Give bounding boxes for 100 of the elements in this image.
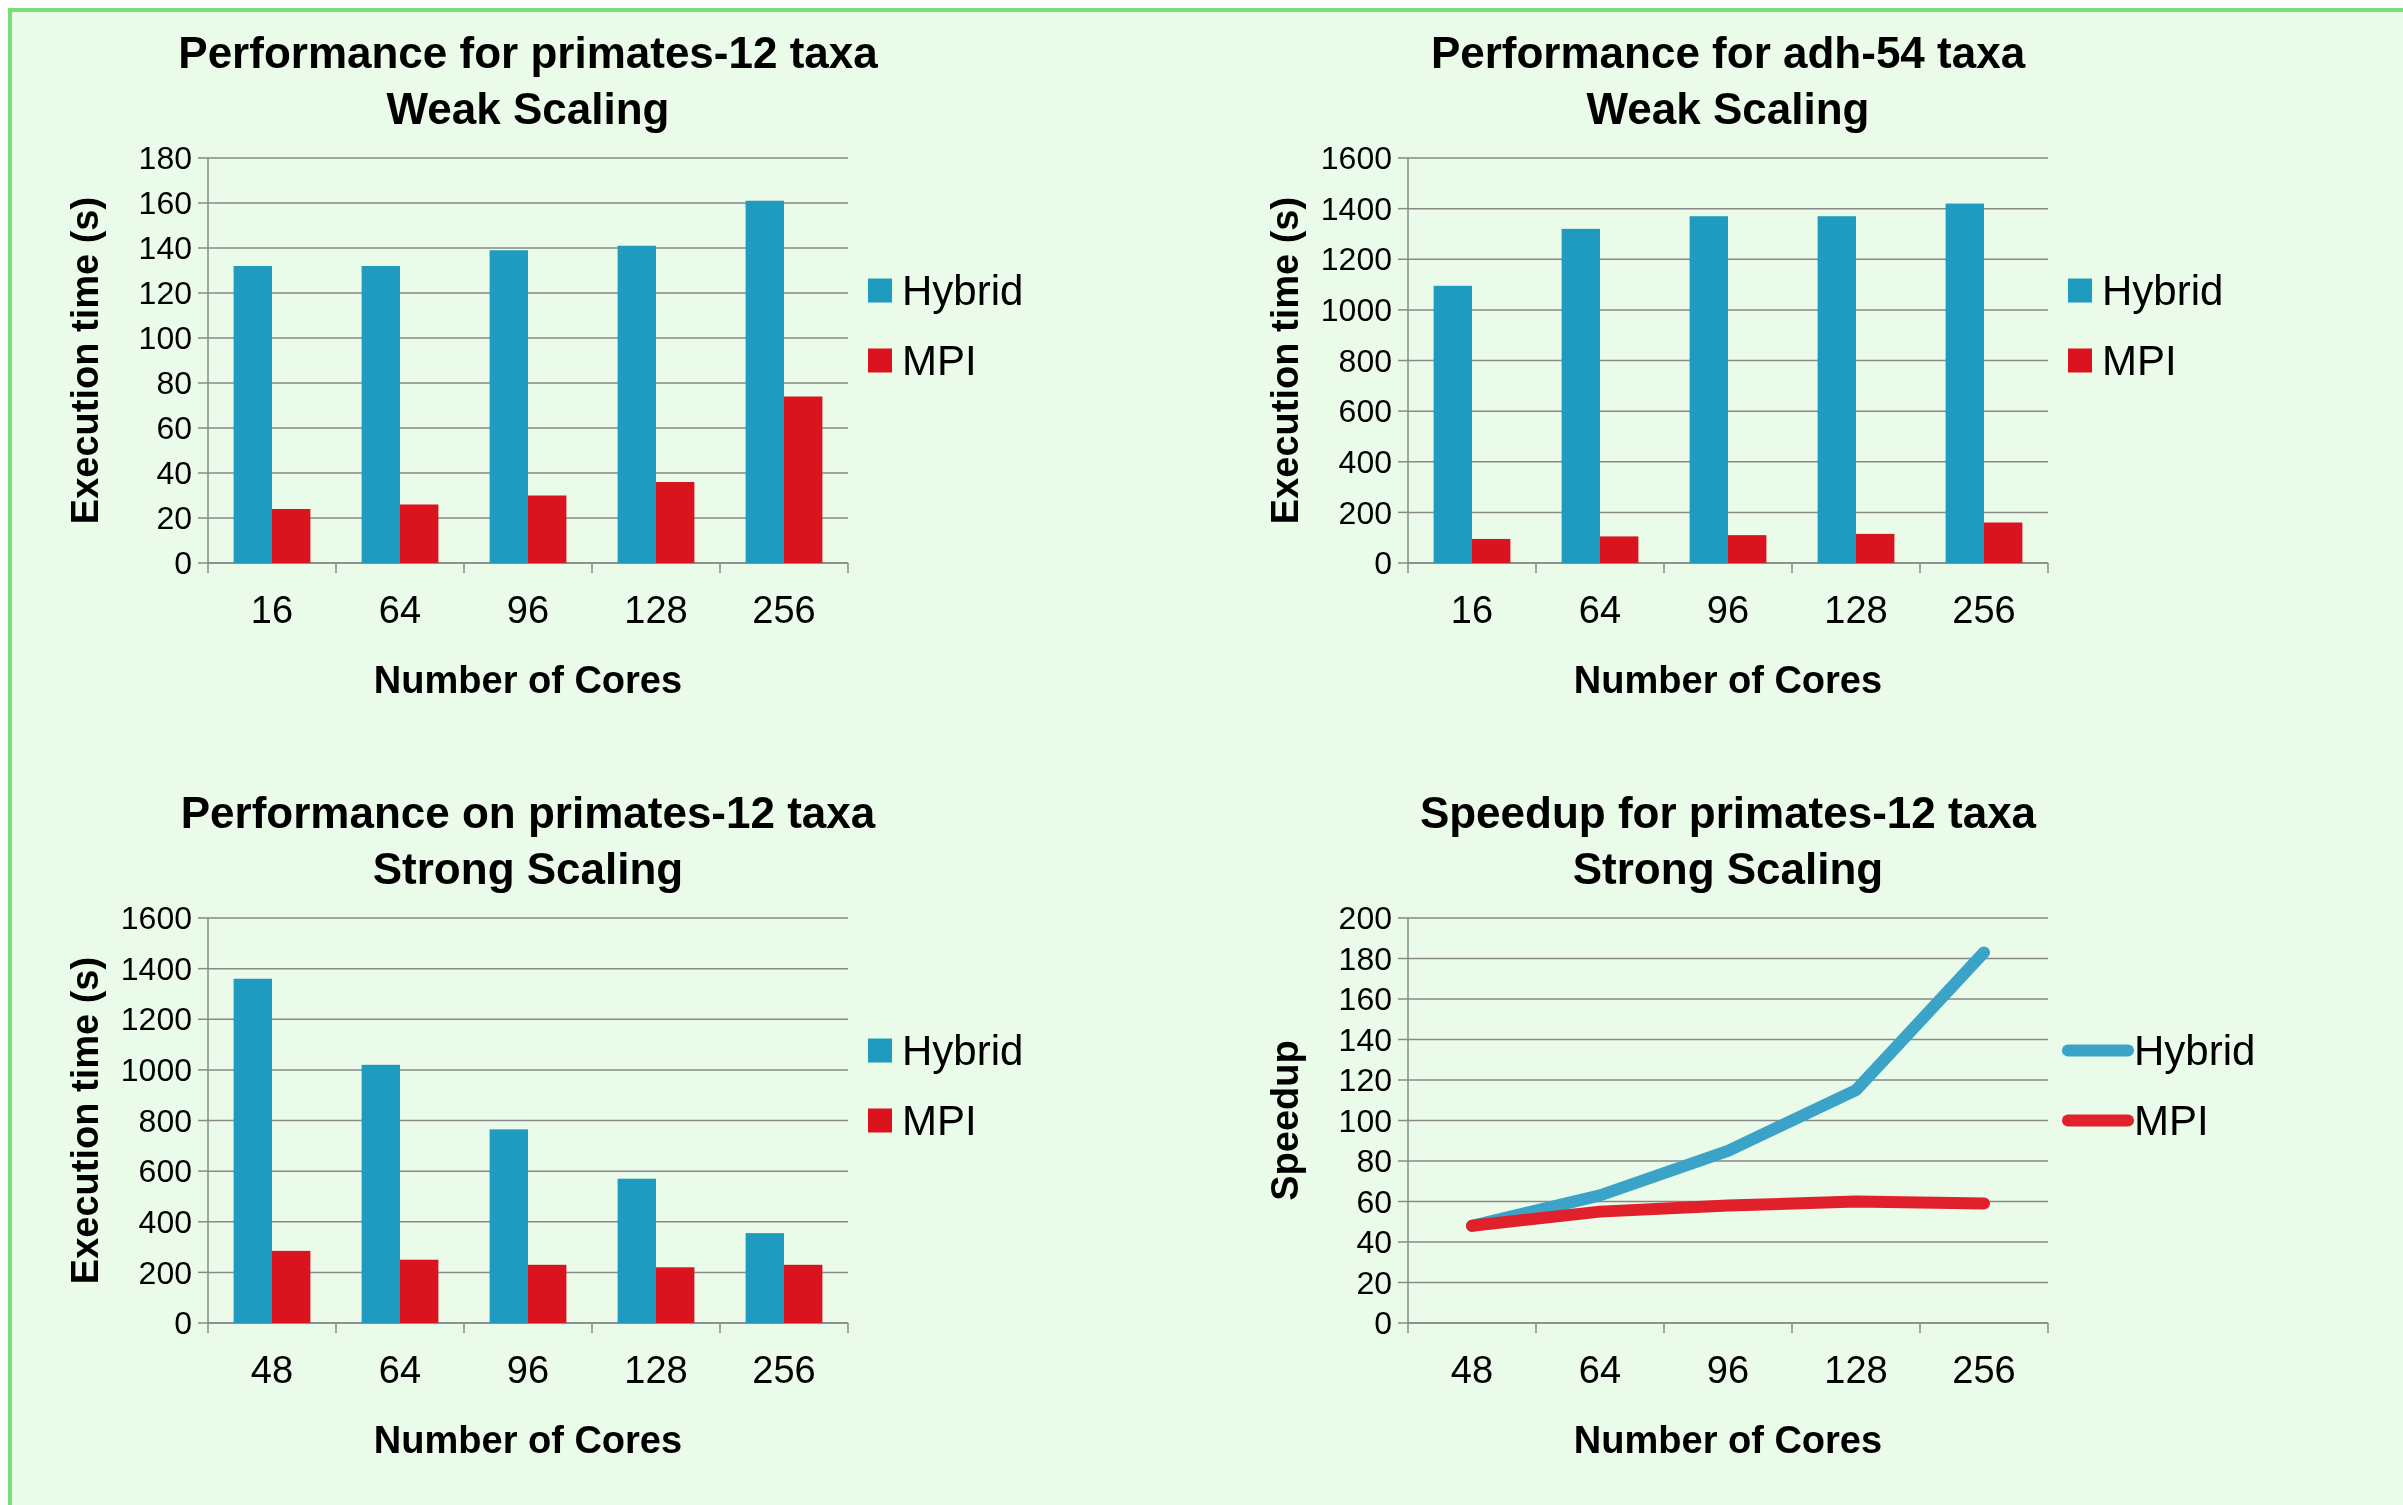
x-tick-label: 64 bbox=[378, 1349, 422, 1391]
x-axis-title: Number of Cores bbox=[373, 1419, 683, 1461]
x-tick-label: 16 bbox=[250, 589, 294, 631]
x-tick-label: 48 bbox=[1450, 1349, 1494, 1391]
bar bbox=[784, 1264, 823, 1323]
bar bbox=[233, 978, 272, 1323]
bar bbox=[528, 1264, 567, 1323]
y-tick-label: 160 bbox=[1338, 981, 1392, 1018]
y-tick-label: 120 bbox=[138, 275, 192, 312]
x-tick-label: 256 bbox=[1952, 1349, 2016, 1391]
bar bbox=[1945, 203, 1984, 563]
x-tick-label: 64 bbox=[1578, 589, 1622, 631]
y-tick-label: 0 bbox=[1374, 1305, 1392, 1342]
chart-title: Performance for adh-54 taxa Weak Scaling bbox=[1430, 28, 2026, 133]
y-tick-label: 120 bbox=[1338, 1062, 1392, 1099]
chart-title: Performance for primates-12 taxa Weak Scaling bbox=[178, 28, 879, 133]
y-tick-label: 1000 bbox=[120, 1052, 192, 1089]
bar bbox=[400, 1259, 439, 1323]
y-tick-label: 200 bbox=[1338, 900, 1392, 937]
y-axis-title: Execution time (s) bbox=[64, 196, 106, 525]
x-tick-label: 48 bbox=[250, 1349, 294, 1391]
bar bbox=[1856, 533, 1895, 563]
bar bbox=[528, 495, 567, 563]
y-tick-label: 180 bbox=[1338, 940, 1392, 977]
legend-label: MPI bbox=[2102, 337, 2177, 385]
y-tick-label: 140 bbox=[1338, 1021, 1392, 1058]
y-axis-title: Execution time (s) bbox=[1264, 196, 1306, 525]
bar bbox=[745, 1233, 784, 1323]
y-tick-label: 100 bbox=[1338, 1102, 1392, 1139]
x-tick-label: 256 bbox=[1952, 589, 2016, 631]
y-tick-label: 400 bbox=[1338, 443, 1392, 480]
y-tick-label: 60 bbox=[1356, 1183, 1392, 1220]
y-tick-label: 160 bbox=[138, 185, 192, 222]
x-tick-label: 256 bbox=[752, 1349, 816, 1391]
x-tick-label: 96 bbox=[506, 1349, 550, 1391]
y-tick-label: 200 bbox=[1338, 494, 1392, 531]
bar bbox=[617, 245, 656, 563]
x-tick-label: 96 bbox=[1706, 589, 1750, 631]
y-tick-label: 20 bbox=[1356, 1264, 1392, 1301]
y-tick-label: 600 bbox=[1338, 393, 1392, 430]
y-tick-label: 600 bbox=[138, 1153, 192, 1190]
bar bbox=[1689, 216, 1728, 563]
x-axis-title: Number of Cores bbox=[1573, 1419, 1883, 1461]
legend-label: Hybrid bbox=[2134, 1027, 2256, 1075]
chart-title: Speedup for primates-12 taxa Strong Scaling bbox=[1419, 788, 2037, 893]
legend-label: MPI bbox=[902, 1097, 977, 1145]
bar bbox=[1817, 216, 1856, 563]
bar bbox=[1600, 536, 1639, 563]
y-tick-label: 1200 bbox=[120, 1001, 192, 1038]
y-tick-label: 60 bbox=[156, 410, 192, 447]
bar bbox=[1472, 538, 1511, 563]
x-tick-label: 96 bbox=[1706, 1349, 1750, 1391]
bar bbox=[745, 200, 784, 563]
bar bbox=[617, 1178, 656, 1323]
x-tick-label: 96 bbox=[506, 589, 550, 631]
x-tick-label: 128 bbox=[1824, 589, 1888, 631]
bar bbox=[489, 250, 528, 563]
x-tick-label: 256 bbox=[752, 589, 816, 631]
bar bbox=[272, 509, 311, 563]
y-tick-label: 1200 bbox=[1320, 241, 1392, 278]
bar bbox=[656, 482, 695, 563]
bar bbox=[400, 504, 439, 563]
y-tick-label: 0 bbox=[1374, 545, 1392, 582]
legend-label: MPI bbox=[2134, 1097, 2209, 1145]
x-tick-label: 128 bbox=[1824, 1349, 1888, 1391]
legend-label: Hybrid bbox=[902, 1027, 1024, 1075]
y-tick-label: 20 bbox=[156, 500, 192, 537]
legend-label: Hybrid bbox=[2102, 267, 2224, 315]
bar bbox=[1984, 522, 2023, 563]
y-tick-label: 80 bbox=[156, 365, 192, 402]
bar bbox=[1433, 285, 1472, 563]
legend-label: MPI bbox=[902, 337, 977, 385]
y-tick-label: 1400 bbox=[120, 950, 192, 987]
x-axis-title: Number of Cores bbox=[1573, 659, 1883, 701]
x-tick-label: 64 bbox=[1578, 1349, 1622, 1391]
bar bbox=[233, 266, 272, 563]
y-tick-label: 1400 bbox=[1320, 190, 1392, 227]
y-tick-label: 400 bbox=[138, 1203, 192, 1240]
bar bbox=[361, 266, 400, 563]
legend-label: Hybrid bbox=[902, 267, 1024, 315]
y-tick-label: 800 bbox=[1338, 342, 1392, 379]
y-tick-label: 80 bbox=[1356, 1143, 1392, 1180]
bar bbox=[1561, 228, 1600, 563]
y-tick-label: 0 bbox=[174, 1305, 192, 1342]
y-axis-title: Execution time (s) bbox=[64, 956, 106, 1285]
bar bbox=[489, 1129, 528, 1323]
y-tick-label: 1600 bbox=[1320, 140, 1392, 177]
bar bbox=[272, 1250, 311, 1323]
y-tick-label: 140 bbox=[138, 230, 192, 267]
x-tick-label: 16 bbox=[1450, 589, 1494, 631]
bar bbox=[784, 396, 823, 563]
y-tick-label: 800 bbox=[138, 1102, 192, 1139]
y-tick-label: 200 bbox=[138, 1254, 192, 1291]
y-tick-label: 180 bbox=[138, 140, 192, 177]
x-tick-label: 128 bbox=[624, 589, 688, 631]
y-tick-label: 1600 bbox=[120, 900, 192, 937]
x-axis-title: Number of Cores bbox=[373, 659, 683, 701]
bar bbox=[361, 1064, 400, 1323]
y-tick-label: 100 bbox=[138, 320, 192, 357]
chart-title: Performance on primates-12 taxa Strong Scaling bbox=[180, 788, 876, 893]
